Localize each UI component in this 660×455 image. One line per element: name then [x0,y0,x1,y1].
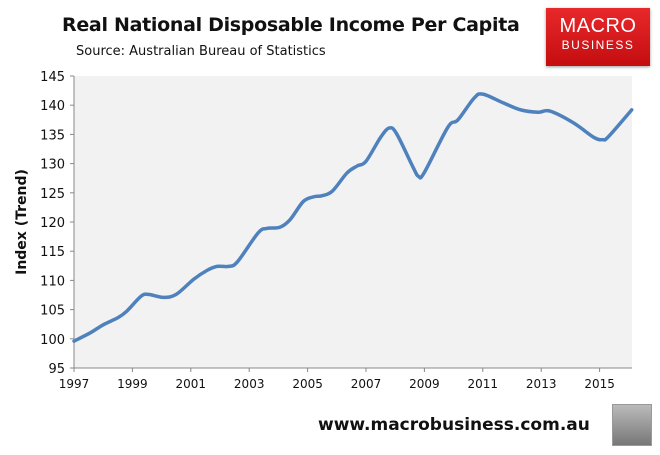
y-tick-label: 100 [40,333,65,348]
macrobusiness-logo: MACRO BUSINESS [546,8,650,66]
chart-title: Real National Disposable Income Per Capi… [62,14,520,36]
y-tick-label: 125 [40,187,65,202]
x-tick-label: 2011 [468,377,499,391]
x-tick-label: 2003 [234,377,265,391]
x-tick-label: 2001 [176,377,207,391]
y-tick-label: 135 [40,128,65,143]
fox-logo-icon [612,404,652,446]
y-tick-label: 145 [40,70,65,85]
y-tick-label: 115 [40,245,65,260]
plot-area [74,76,632,368]
y-tick-label: 95 [48,362,65,377]
x-tick-label: 1997 [59,377,90,391]
chart-subtitle: Source: Australian Bureau of Statistics [76,44,326,59]
x-tick-label: 2009 [409,377,440,391]
y-axis-label: Index (Trend) [14,169,30,275]
footer-url: www.macrobusiness.com.au [318,415,590,435]
x-tick-label: 1999 [117,377,148,391]
y-tick-label: 110 [40,274,65,289]
x-tick-label: 2013 [526,377,557,391]
y-tick-label: 130 [40,158,65,173]
y-tick-label: 140 [40,99,65,114]
logo-line1: MACRO [559,15,637,37]
y-tick-label: 120 [40,216,65,231]
x-tick-label: 2005 [292,377,323,391]
logo-line2: BUSINESS [561,38,635,52]
x-tick-label: 2015 [584,377,615,391]
series-line [72,92,634,343]
x-tick-label: 2007 [351,377,382,391]
y-tick-label: 105 [40,304,65,319]
